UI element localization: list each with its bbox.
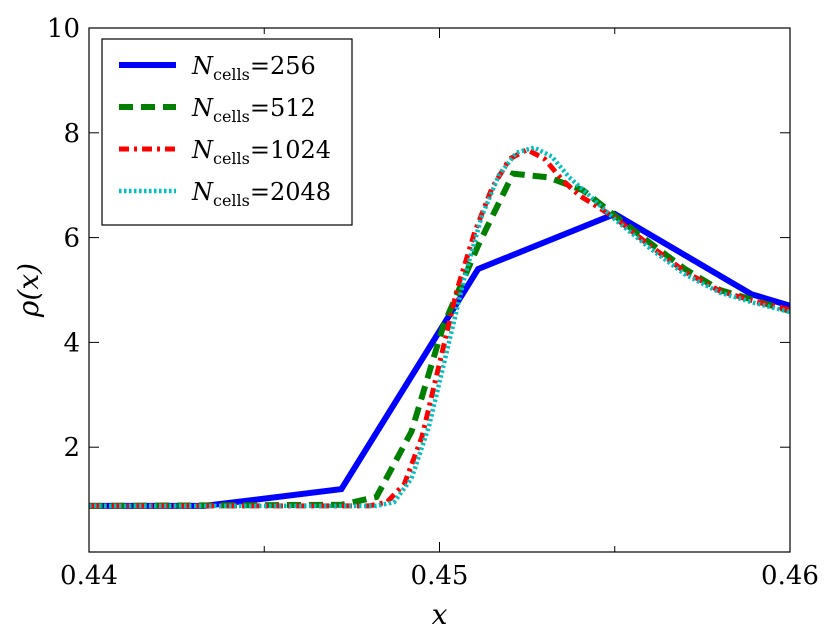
legend-label-1: Ncells=256 xyxy=(191,52,316,84)
legend-label-2: Ncells=512 xyxy=(191,94,316,126)
legend-label-3: Ncells=1024 xyxy=(191,136,331,168)
y-tick-label: 2 xyxy=(63,433,80,463)
x-tick-label: 0.46 xyxy=(761,561,819,591)
y-tick-label: 4 xyxy=(63,328,80,358)
plot-area xyxy=(89,145,790,509)
axes: 0.44 0.45 0.46 2 4 6 8 10 x ρ(x) xyxy=(12,14,819,631)
x-tick-label: 0.44 xyxy=(60,561,118,591)
y-axis-label: ρ(x) xyxy=(12,263,45,318)
y-tick-label: 10 xyxy=(47,14,80,44)
y-tick-label: 6 xyxy=(63,224,80,254)
x-axis-label: x xyxy=(432,598,448,631)
x-tick-label: 0.45 xyxy=(411,561,469,591)
y-tick-label: 8 xyxy=(63,119,80,149)
legend: Ncells=256 Ncells=512 Ncells=1024 Ncells=20… xyxy=(101,38,353,226)
legend-box xyxy=(101,38,353,226)
legend-label-4: Ncells=2048 xyxy=(191,178,331,210)
